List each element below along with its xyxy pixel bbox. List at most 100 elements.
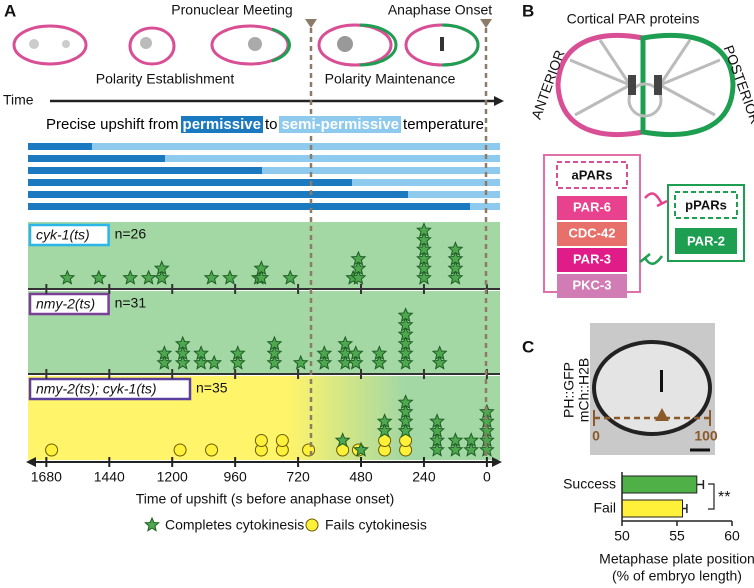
x-tick-label: 0 bbox=[483, 469, 491, 485]
highlight: permissive bbox=[180, 116, 263, 133]
bar bbox=[621, 499, 683, 518]
data-point bbox=[350, 250, 367, 266]
data-point bbox=[275, 434, 289, 447]
panel-title: Cortical PAR proteins bbox=[567, 11, 700, 27]
group-n: n=26 bbox=[115, 226, 147, 242]
data-point bbox=[174, 345, 191, 361]
data-point bbox=[174, 335, 191, 351]
x-axis-label: (% of embryo length) bbox=[612, 568, 742, 584]
data-point bbox=[153, 269, 170, 285]
significance-bracket bbox=[708, 483, 715, 510]
scale-label: 0 bbox=[592, 428, 600, 444]
data-point bbox=[371, 354, 388, 370]
x-tick-label: 480 bbox=[349, 469, 373, 485]
data-point bbox=[45, 443, 59, 457]
ppar-group bbox=[667, 184, 745, 262]
data-point bbox=[371, 345, 388, 361]
group-n: n=31 bbox=[115, 295, 147, 311]
group-n: n=35 bbox=[196, 380, 228, 396]
channel-label: PH::GFP bbox=[561, 362, 577, 418]
event-label: Pronuclear Meeting bbox=[171, 2, 292, 18]
highlight: semi-permissive bbox=[279, 116, 402, 133]
data-point bbox=[447, 250, 464, 266]
protein-label: PAR-3 bbox=[573, 251, 611, 266]
error-bar bbox=[682, 504, 688, 513]
data-point bbox=[397, 307, 414, 323]
x-tick-label: 240 bbox=[412, 469, 436, 485]
text: to bbox=[264, 116, 278, 133]
event-label: Anaphase Onset bbox=[388, 2, 492, 18]
data-point bbox=[447, 269, 464, 285]
strip-plot: cyk-1(ts) n=26 nmy-2(ts) n=31 nmy-2(ts); cyk… bbox=[26, 28, 502, 533]
data-point bbox=[229, 354, 246, 370]
data-point bbox=[397, 335, 414, 351]
category-label: Success bbox=[563, 476, 616, 492]
protein-box bbox=[557, 248, 627, 272]
data-point bbox=[282, 269, 299, 285]
event-marker bbox=[305, 19, 317, 28]
data-point bbox=[193, 345, 209, 361]
text: temperature bbox=[403, 116, 484, 133]
text: Precise upshift from bbox=[46, 116, 179, 133]
data-point bbox=[416, 260, 432, 276]
data-point bbox=[302, 443, 316, 457]
inhibition-bar bbox=[639, 253, 651, 263]
data-point bbox=[447, 441, 464, 457]
data-point bbox=[429, 432, 445, 448]
group-label: nmy-2(ts) bbox=[36, 296, 95, 312]
apar-header bbox=[556, 161, 628, 189]
data-point bbox=[416, 222, 432, 238]
panel-label: C bbox=[522, 337, 534, 356]
data-point bbox=[90, 269, 107, 285]
phase-label: Polarity Maintenance bbox=[325, 71, 456, 87]
data-point bbox=[397, 345, 414, 361]
data-point bbox=[431, 345, 448, 361]
data-point bbox=[397, 403, 414, 419]
panel-label: A bbox=[4, 1, 16, 20]
time-label: Time bbox=[3, 92, 34, 108]
micrograph-embryo bbox=[592, 340, 712, 436]
data-point bbox=[206, 354, 223, 370]
phase-label: Polarity Establishment bbox=[96, 71, 235, 87]
panel-label: B bbox=[522, 1, 534, 20]
axis-arrow bbox=[492, 457, 502, 467]
data-point bbox=[416, 250, 432, 266]
event-marker bbox=[480, 19, 492, 28]
data-point bbox=[140, 269, 157, 285]
data-point bbox=[429, 413, 445, 429]
x-tick-label: 960 bbox=[223, 469, 247, 485]
embryo-cartoons bbox=[12, 23, 480, 67]
protein-box bbox=[557, 222, 627, 246]
category-label: Fail bbox=[593, 500, 616, 516]
apar-label: aPARs bbox=[572, 167, 613, 182]
plate-marker bbox=[655, 408, 669, 421]
data-point bbox=[266, 354, 283, 370]
ppar-label: pPARs bbox=[685, 197, 727, 212]
legend-marker bbox=[305, 518, 319, 532]
data-point bbox=[316, 345, 333, 361]
x-tick-label: 1680 bbox=[31, 469, 62, 485]
data-point bbox=[253, 269, 270, 285]
group-label-box bbox=[28, 223, 110, 247]
protein-label: PAR-2 bbox=[687, 233, 725, 248]
data-point bbox=[350, 260, 367, 276]
ppar-header bbox=[674, 191, 738, 219]
protein-label: PAR-6 bbox=[573, 199, 611, 214]
scale-label: 100 bbox=[694, 428, 718, 444]
x-tick-label: 1200 bbox=[157, 469, 188, 485]
data-point bbox=[254, 434, 268, 447]
error-bar bbox=[696, 480, 705, 489]
micrograph-chromosomes bbox=[660, 370, 663, 392]
data-point bbox=[222, 269, 238, 285]
group-label: cyk-1(ts) bbox=[36, 227, 90, 243]
protein-box bbox=[557, 196, 627, 220]
data-point bbox=[350, 269, 367, 285]
data-point bbox=[463, 441, 480, 457]
data-point bbox=[397, 316, 414, 332]
data-point bbox=[347, 345, 364, 361]
x-axis-label: Time of upshift (s before anaphase onset… bbox=[136, 491, 395, 507]
axis-arrow bbox=[26, 457, 36, 467]
x-tick-label: 50 bbox=[614, 528, 630, 544]
protein-box bbox=[675, 228, 737, 254]
data-point bbox=[229, 345, 246, 361]
